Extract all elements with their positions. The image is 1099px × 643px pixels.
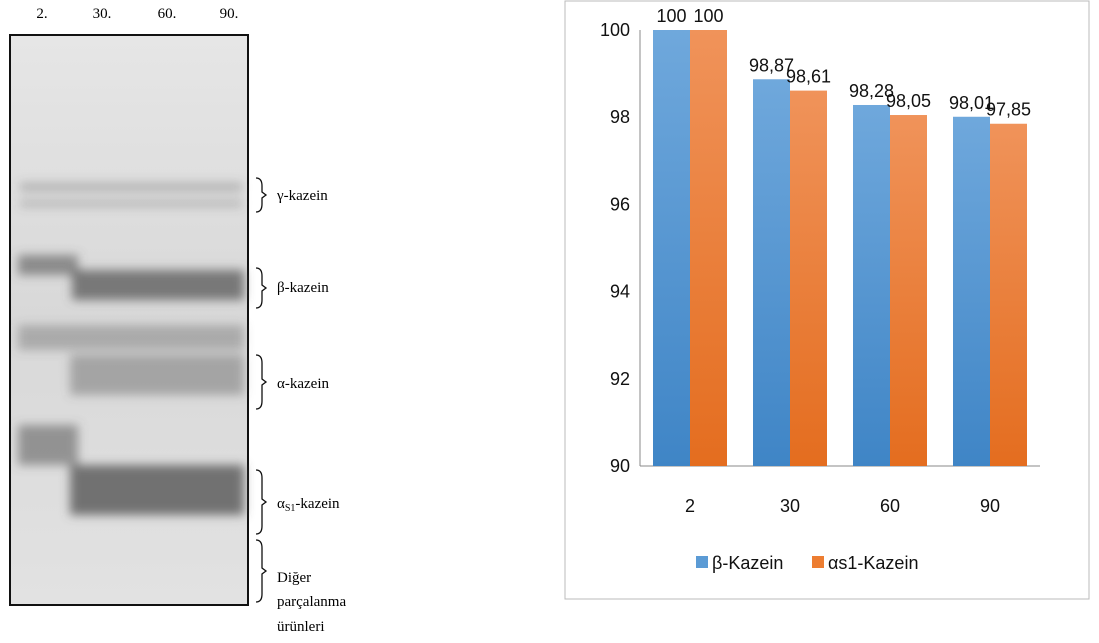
band-label: ürünleri [277,619,324,635]
y-tick-label: 98 [610,107,630,127]
value-label: 98,05 [886,91,931,111]
y-tick-label: 100 [600,20,630,40]
bar [790,90,827,466]
value-label: 98,01 [949,93,994,113]
bar [953,116,990,466]
y-tick-label: 92 [610,369,630,389]
legend-swatch [696,556,708,568]
band-label: γ-kazein [276,188,328,204]
y-tick-label: 96 [610,194,630,214]
bar [990,123,1027,467]
band-label: parçalanma [277,594,346,610]
value-label: 100 [656,6,686,26]
gel-brackets [255,177,268,603]
gel-image [9,34,249,606]
bar [753,79,790,466]
lane-label: 60. [158,6,177,22]
band-label: Diğer [277,570,311,586]
band-label: α-kazein [277,376,329,392]
band-label-part: -kazein [295,496,340,512]
lane-label: 2. [36,6,47,22]
band-label-part: α [277,496,285,512]
value-label: 98,28 [849,81,894,101]
y-tick-label: 90 [610,456,630,476]
x-tick-label: 2 [685,496,695,516]
x-tick-label: 60 [880,496,900,516]
bar [690,30,727,466]
bar [853,104,890,466]
bar [653,30,690,466]
band-label: β-kazein [277,280,329,296]
legend-swatch [812,556,824,568]
value-label: 97,85 [986,100,1031,120]
bar [890,115,927,467]
band-label: αS1-kazein [277,496,340,514]
value-label: 100 [693,6,723,26]
y-tick-label: 94 [610,282,630,302]
legend-label: αs1-Kazein [828,553,918,573]
legend-label: β-Kazein [712,553,783,573]
lane-label: 30. [93,6,112,22]
value-label: 98,87 [749,55,794,75]
band-label-subscript: S1 [285,503,296,514]
x-tick-label: 90 [980,496,1000,516]
gel-labels: 2. 30. 60. 90. γ-kazein β-kazein α-kazei… [36,6,346,635]
lane-label: 90. [220,6,239,22]
value-label: 98,61 [786,67,831,87]
x-tick-label: 30 [780,496,800,516]
